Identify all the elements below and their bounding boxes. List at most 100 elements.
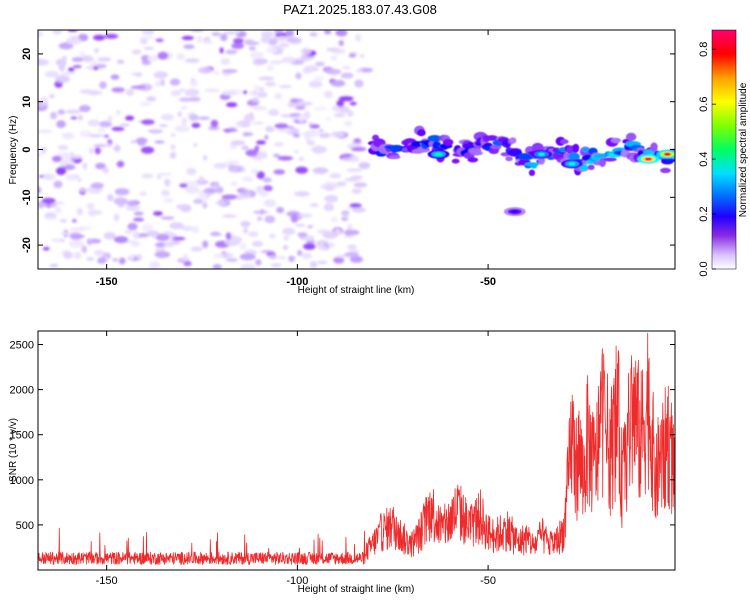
y-tick-label: -20 xyxy=(21,237,33,253)
heatmap-cell xyxy=(90,182,104,189)
heatmap-cell xyxy=(587,164,595,171)
heatmap-cell xyxy=(349,255,363,263)
heatmap-cell xyxy=(161,113,174,121)
heatmap-cell xyxy=(293,191,310,197)
heatmap-cell xyxy=(87,209,98,217)
heatmap-cell xyxy=(347,223,353,231)
heatmap-cell xyxy=(184,186,200,194)
heatmap-cell xyxy=(191,225,200,234)
heatmap-cell xyxy=(268,233,276,239)
heatmap-cell xyxy=(537,156,546,165)
heatmap-cell xyxy=(96,127,106,134)
heatmap-cell xyxy=(191,122,201,128)
heatmap-cell xyxy=(201,40,214,44)
heatmap-cell xyxy=(176,52,185,61)
heatmap-cell xyxy=(288,255,295,262)
heatmap-cell xyxy=(103,232,116,240)
heatmap-cell xyxy=(70,116,78,120)
heatmap-cell xyxy=(252,96,259,103)
heatmap-cell xyxy=(111,126,125,132)
heatmap-cell xyxy=(349,203,362,208)
heatmap-cell xyxy=(277,155,294,161)
heatmap-cell xyxy=(269,254,277,260)
heatmap-cell xyxy=(94,249,105,256)
heatmap-cell xyxy=(528,169,536,177)
heatmap-cell xyxy=(252,58,266,66)
colorbar-tick-label: 0.8 xyxy=(698,42,710,57)
heatmap-cell xyxy=(344,120,353,127)
heatmap-cell xyxy=(177,111,182,117)
heatmap-cell xyxy=(329,173,342,179)
heatmap-cell xyxy=(71,219,77,223)
heatmap-cell xyxy=(252,210,269,214)
heatmap-cell xyxy=(249,51,264,60)
heatmap-cell xyxy=(338,96,354,102)
heatmap-cell xyxy=(213,162,228,169)
heatmap-cell xyxy=(56,120,66,128)
heatmap-cell xyxy=(215,186,224,194)
heatmap-cell xyxy=(192,199,204,204)
heatmap-cell xyxy=(338,39,344,47)
heatmap-cell xyxy=(190,246,203,252)
spectrogram-panel: -150 -100 -50 20 10 0 -10 -20 Height of straig… xyxy=(8,29,676,296)
heatmap-cell xyxy=(255,185,265,194)
heatmap-cell xyxy=(125,205,141,211)
heatmap-cell xyxy=(330,79,346,87)
heatmap-cell xyxy=(63,164,76,170)
heatmap-cell xyxy=(239,253,256,261)
heatmap-cell xyxy=(297,114,306,123)
heatmap-cell xyxy=(183,253,189,262)
heatmap-cell xyxy=(141,223,154,232)
heatmap-cell xyxy=(116,59,125,64)
heatmap-cell xyxy=(308,80,323,88)
heatmap-cell xyxy=(143,46,155,51)
heatmap-cell xyxy=(73,251,82,260)
heatmap-peak-core xyxy=(435,152,443,156)
heatmap-cell xyxy=(169,78,181,86)
heatmap-cell xyxy=(263,199,277,208)
heatmap-cell xyxy=(154,140,165,144)
heatmap-cell xyxy=(141,30,155,35)
heatmap-cell xyxy=(235,123,242,128)
heatmap-cell xyxy=(274,92,282,100)
heatmap-cell xyxy=(57,152,72,157)
heatmap-cell xyxy=(225,49,238,55)
heatmap-cell xyxy=(198,175,205,183)
heatmap-cell xyxy=(111,87,125,93)
heatmap-cell xyxy=(242,188,249,196)
heatmap-cell xyxy=(349,101,357,106)
heatmap-cell xyxy=(389,144,404,153)
heatmap-cell xyxy=(127,222,138,231)
heatmap-cell xyxy=(324,90,333,99)
heatmap-cell xyxy=(303,235,315,242)
heatmap-cell xyxy=(184,88,200,97)
heatmap-cell xyxy=(260,31,275,38)
heatmap-cell xyxy=(350,175,363,180)
heatmap-cell xyxy=(281,56,297,64)
y-tick-label: 20 xyxy=(21,48,33,60)
heatmap-cell xyxy=(147,129,164,134)
heatmap-cell xyxy=(295,106,306,110)
spectrogram-x-ticks: -150 -100 -50 xyxy=(96,30,496,288)
heatmap-cell xyxy=(293,149,300,154)
heatmap-cell xyxy=(155,233,170,242)
heatmap-cell xyxy=(104,33,119,39)
heatmap-cell xyxy=(66,36,82,45)
heatmap-cell xyxy=(214,201,228,205)
heatmap-cell xyxy=(603,157,617,162)
heatmap-cell xyxy=(295,166,308,174)
heatmap-cell xyxy=(230,140,246,146)
heatmap-cell xyxy=(181,35,194,41)
heatmap-cell xyxy=(224,160,240,165)
snr-frame xyxy=(37,330,676,571)
heatmap-cell xyxy=(208,125,220,131)
heatmap-cell xyxy=(244,39,254,43)
heatmap-cell xyxy=(325,68,342,75)
heatmap-cell xyxy=(358,161,371,170)
heatmap-cell xyxy=(295,72,302,80)
heatmap-cell xyxy=(211,31,222,37)
heatmap-cell xyxy=(163,178,171,187)
heatmap-cell xyxy=(140,35,156,40)
heatmap-peak-core xyxy=(537,152,545,156)
heatmap-cell xyxy=(242,90,248,94)
